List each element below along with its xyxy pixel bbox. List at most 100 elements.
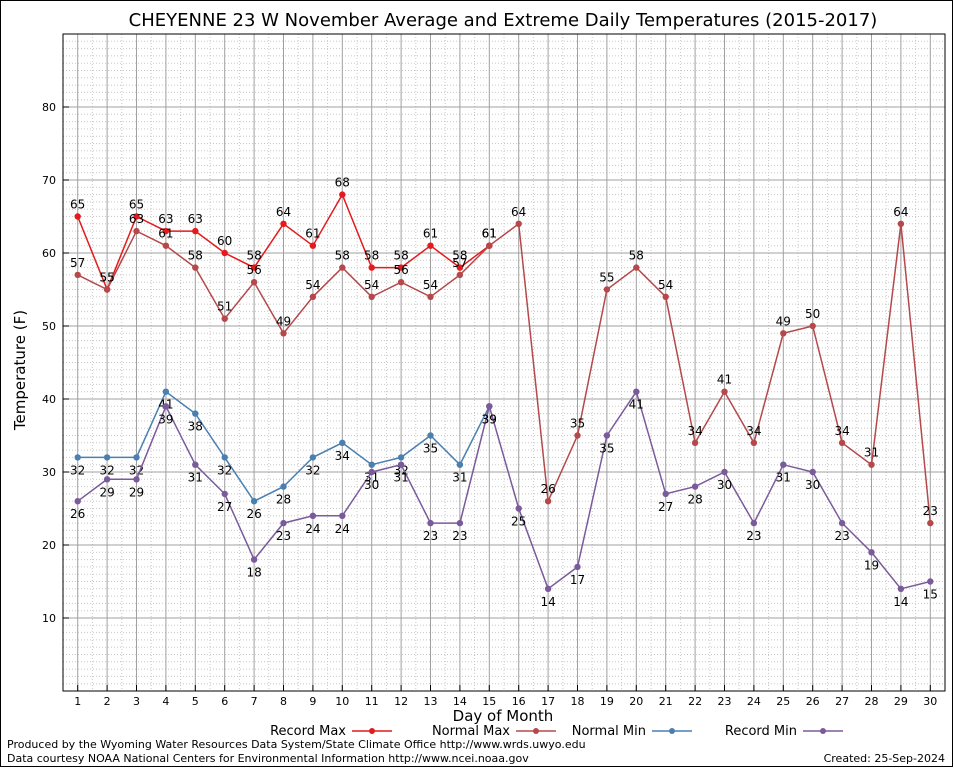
data-label: 50: [805, 307, 820, 321]
data-point: [838, 439, 846, 446]
y-tick-label: 30: [42, 466, 56, 479]
data-label: 61: [482, 227, 497, 241]
data-label: 49: [776, 314, 791, 328]
data-point: [250, 498, 258, 505]
data-label: 31: [452, 471, 467, 485]
x-tick-label: 28: [865, 695, 879, 708]
data-label: 60: [217, 234, 232, 248]
data-label: 54: [364, 278, 379, 292]
data-label: 35: [599, 442, 614, 456]
data-label: 27: [658, 500, 673, 514]
data-point: [691, 483, 699, 490]
legend: Record Max Normal Max Normal Min Record …: [270, 724, 843, 739]
x-tick-label: 25: [776, 695, 790, 708]
data-point: [427, 293, 434, 300]
data-label: 58: [629, 249, 644, 263]
data-label: 27: [217, 500, 232, 514]
x-tick-label: 29: [894, 695, 908, 708]
data-label: 30: [805, 478, 820, 492]
x-tick-label: 1: [74, 695, 81, 708]
grid-lines: [63, 34, 945, 691]
data-label: 23: [923, 504, 938, 518]
y-axis-label: Temperature (F): [11, 310, 29, 431]
y-tick-label: 50: [42, 320, 56, 333]
data-label: 28: [276, 493, 291, 507]
data-point: [927, 578, 934, 585]
y-tick-label: 70: [42, 174, 56, 187]
data-point: [250, 264, 258, 271]
data-point: [192, 227, 199, 235]
x-tick-label: 20: [629, 695, 643, 708]
series-normal-max: 5755636158515649545854565457616426355558…: [70, 205, 938, 527]
data-point: [192, 461, 199, 468]
data-label: 31: [864, 446, 879, 460]
data-point: [809, 322, 816, 330]
x-axis-label: Day of Month: [453, 707, 554, 725]
data-label: 41: [717, 373, 732, 387]
x-tick-label: 26: [806, 695, 820, 708]
y-tick-label: 40: [42, 393, 56, 406]
x-tick-label: 9: [309, 695, 316, 708]
data-label: 58: [246, 249, 261, 263]
data-point: [74, 454, 81, 461]
x-tick-label: 7: [251, 695, 258, 708]
x-tick-label: 13: [424, 695, 438, 708]
x-tick-label: 16: [512, 695, 526, 708]
data-label: 63: [158, 212, 173, 226]
data-point: [750, 519, 758, 527]
data-label: 38: [188, 420, 203, 434]
y-tick-label: 60: [42, 247, 56, 260]
data-point: [221, 315, 228, 322]
data-point: [192, 264, 199, 271]
data-point: [339, 439, 346, 446]
x-tick-label: 30: [923, 695, 937, 708]
data-point: [103, 454, 111, 461]
data-point: [515, 220, 522, 227]
data-point: [280, 483, 287, 490]
data-label: 34: [687, 424, 702, 438]
data-label: 63: [129, 212, 144, 226]
data-label: 32: [217, 463, 232, 477]
data-point: [162, 403, 170, 410]
data-label: 56: [246, 263, 261, 277]
y-tick-label: 20: [42, 539, 56, 552]
data-point: [427, 242, 434, 249]
credit-line-1: Produced by the Wyoming Water Resources …: [7, 738, 586, 751]
data-point: [633, 388, 640, 395]
x-tick-label: 14: [453, 695, 467, 708]
data-point: [603, 432, 611, 439]
data-point: [74, 213, 81, 220]
data-point: [456, 461, 464, 468]
data-label: 61: [158, 227, 173, 241]
data-point: [309, 512, 317, 519]
y-tick-label: 80: [42, 101, 56, 114]
data-point: [544, 585, 552, 592]
data-point: [868, 549, 875, 556]
credit-line-2: Data courtesy NOAA National Centers for …: [7, 752, 529, 765]
data-label: 19: [864, 558, 879, 572]
data-label: 32: [305, 463, 320, 477]
data-point: [780, 461, 787, 468]
data-label: 63: [188, 212, 203, 226]
data-label: 61: [423, 227, 438, 241]
data-point: [74, 271, 81, 279]
data-point: [662, 293, 669, 300]
data-label: 54: [658, 278, 673, 292]
data-point: [456, 264, 464, 271]
legend-item-record-max: Record Max: [270, 724, 392, 739]
data-label: 64: [511, 205, 526, 219]
data-label: 61: [482, 227, 497, 241]
data-point: [897, 585, 905, 592]
x-tick-label: 4: [162, 695, 169, 708]
data-point: [103, 476, 111, 483]
data-point: [486, 403, 493, 410]
data-label: 68: [335, 176, 350, 190]
data-label: 23: [276, 529, 291, 543]
data-label: 65: [129, 198, 144, 212]
x-tick-label: 19: [600, 695, 614, 708]
data-label: 58: [364, 249, 379, 263]
created-date: Created: 25-Sep-2024: [824, 752, 945, 765]
